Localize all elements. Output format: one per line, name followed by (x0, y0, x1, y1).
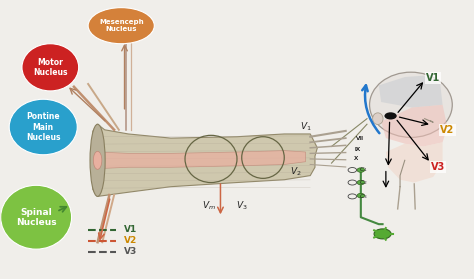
Circle shape (384, 112, 397, 119)
Text: X: X (354, 156, 358, 161)
Polygon shape (381, 105, 447, 146)
Text: Mesenceph
Nucleus: Mesenceph Nucleus (99, 19, 144, 32)
Text: V2: V2 (440, 125, 455, 135)
Ellipse shape (22, 44, 79, 91)
Ellipse shape (373, 113, 383, 124)
Circle shape (357, 193, 365, 198)
Ellipse shape (93, 151, 102, 169)
Text: V3: V3 (431, 162, 445, 172)
Text: VII: VII (356, 136, 364, 141)
Text: $C_1$: $C_1$ (359, 166, 368, 174)
Text: $C_3$: $C_3$ (359, 192, 368, 201)
Circle shape (357, 180, 365, 185)
Text: IX: IX (354, 147, 360, 152)
Circle shape (357, 168, 365, 172)
Polygon shape (379, 76, 443, 108)
Text: $C_2$: $C_2$ (359, 178, 368, 187)
Polygon shape (93, 124, 318, 196)
Text: Motor
Nucleus: Motor Nucleus (33, 58, 68, 77)
Text: Pontine
Main
Nucleus: Pontine Main Nucleus (26, 112, 61, 142)
Text: V3: V3 (124, 247, 137, 256)
Text: VII: VII (356, 136, 364, 141)
Ellipse shape (9, 99, 77, 155)
Text: $V_3$: $V_3$ (236, 200, 247, 212)
Circle shape (374, 229, 391, 239)
Text: X: X (354, 156, 358, 161)
Ellipse shape (370, 72, 452, 138)
Text: V1: V1 (124, 225, 137, 234)
Ellipse shape (90, 124, 105, 196)
Ellipse shape (88, 8, 155, 44)
Ellipse shape (0, 185, 72, 249)
Text: $V_m$: $V_m$ (201, 200, 216, 212)
Polygon shape (98, 151, 306, 169)
Text: $V_1$: $V_1$ (300, 121, 311, 133)
Text: V1: V1 (426, 73, 440, 83)
Text: V2: V2 (124, 236, 137, 245)
Text: IX: IX (354, 147, 360, 152)
Text: Spinal
Nucleus: Spinal Nucleus (16, 208, 56, 227)
Text: $V_2$: $V_2$ (290, 165, 302, 178)
Polygon shape (386, 142, 443, 182)
